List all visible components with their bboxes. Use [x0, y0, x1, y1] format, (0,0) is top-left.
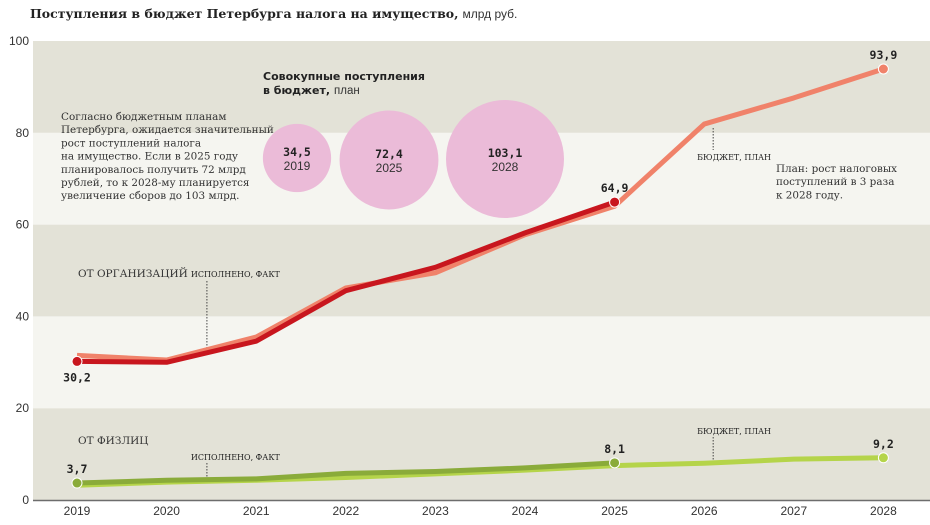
series-line-ind_fact [76, 460, 615, 486]
x-tick-label: 2023 [422, 504, 449, 518]
left-note-line: рублей, то к 2028-му планируется [61, 177, 249, 189]
chart-title-unit: млрд руб. [462, 7, 518, 21]
x-tick-label: 2022 [332, 504, 359, 518]
data-label: 30,2 [63, 370, 91, 384]
data-point [877, 452, 889, 464]
data-point [609, 457, 621, 469]
x-tick-label: 2024 [512, 504, 539, 518]
series-line-org_fact [76, 199, 616, 365]
y-tick-label: 0 [22, 493, 29, 507]
bubble-value: 72,4 [375, 147, 403, 161]
left-note-line: рост поступлений налога [61, 137, 201, 149]
annotation-ind_plan: БЮДЖЕТ, ПЛАН [697, 427, 771, 436]
data-label: 8,1 [604, 442, 625, 456]
x-tick-label: 2027 [780, 504, 807, 518]
bubble-year: 2025 [376, 161, 403, 175]
x-axis: 2019 2020 2021 2022 2023 2024 2025 2026 2027 2028 [33, 499, 930, 518]
grid-band [33, 224, 930, 317]
left-note-line: Согласно бюджетным планам [61, 111, 226, 123]
x-tick-label: 2020 [153, 504, 180, 518]
x-tick-label: 2025 [601, 504, 628, 518]
annotation-org_fact: ИСПОЛНЕНО, ФАКТ [191, 270, 281, 279]
chart-title: Поступления в бюджет Петербурга налога н… [30, 6, 517, 21]
left-note-line: увеличение сборов до 103 млрд. [61, 190, 239, 202]
data-point [71, 477, 83, 489]
series-label-individuals: ОТ ФИЗЛИЦ [78, 435, 148, 447]
left-note-line: планировалось получить 72 млрд [61, 164, 246, 176]
bubble-title-rest: план [334, 85, 360, 97]
y-axis: 0 20 40 60 80 100 [9, 34, 29, 507]
series-points [71, 63, 889, 489]
bubble-circle [339, 110, 439, 210]
data-label: 64,9 [601, 181, 629, 195]
bubble-year: 2028 [492, 160, 519, 174]
bubble-circle [262, 123, 332, 193]
left-note-line: на имущество. Если в 2025 году [61, 151, 238, 163]
series-line-org_plan [76, 66, 885, 363]
x-tick-label: 2028 [870, 504, 897, 518]
y-tick-label: 60 [16, 218, 30, 232]
series-label-organizations: ОТ ОРГАНИЗАЦИЙ [78, 266, 188, 280]
bubble-title-line2: в бюджет, план [263, 84, 360, 97]
bubble-circle [446, 100, 564, 218]
bubble-year: 2019 [284, 159, 311, 173]
annotation-org_plan: БЮДЖЕТ, ПЛАН [697, 153, 771, 162]
right-note-line: к 2028 году. [776, 189, 843, 201]
data-point [71, 355, 83, 367]
grid-band [33, 408, 930, 500]
data-labels: 30,2 64,9 93,9 3,7 8,1 9,2 [63, 48, 897, 476]
bubble-value: 103,1 [488, 146, 523, 160]
y-tick-label: 20 [16, 401, 30, 415]
x-tick-label: 2021 [243, 504, 270, 518]
chart-title-main: Поступления в бюджет Петербурга налога н… [30, 6, 459, 21]
bubble-title-bold: в бюджет, [263, 84, 330, 97]
data-label: 9,2 [873, 437, 894, 451]
data-point [877, 63, 889, 75]
right-note-line: План: рост налоговых [776, 163, 897, 175]
annotation-ind_fact: ИСПОЛНЕНО, ФАКТ [191, 453, 281, 462]
y-tick-label: 80 [16, 126, 30, 140]
left-note-line: Петербурга, ожидается значительный [61, 124, 274, 136]
series-lines [76, 66, 885, 488]
data-label: 3,7 [67, 462, 88, 476]
y-tick-label: 40 [16, 309, 30, 323]
grid-band [33, 316, 930, 409]
bubble-value: 34,5 [283, 145, 311, 159]
x-tick-label: 2026 [691, 504, 718, 518]
annotations: ОТ ОРГАНИЗАЦИЙ ОТ ФИЗЛИЦ ИСПОЛНЕНО, ФАКТ БЮ… [78, 128, 771, 478]
data-point [609, 196, 621, 208]
bubble-title-line1: Совокупные поступления [263, 70, 425, 83]
x-tick-label: 2019 [64, 504, 91, 518]
data-label: 93,9 [870, 48, 898, 62]
right-note-line: поступлений в 3 раза [776, 176, 894, 188]
bubble-group: Совокупные поступления в бюджет, план 34,… [262, 70, 564, 218]
y-tick-label: 100 [9, 34, 29, 48]
